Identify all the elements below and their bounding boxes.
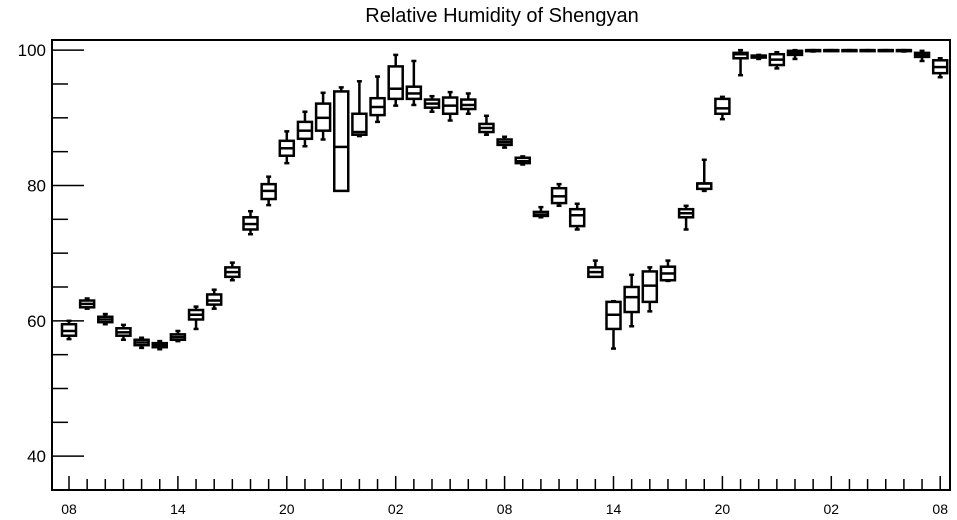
box-iqr [732,51,749,60]
box-item [841,48,858,53]
box-item [387,53,404,107]
box-item [895,48,913,53]
y-tick-label: 60 [27,312,46,331]
box-item [732,48,749,77]
box-item [696,158,713,193]
box-item [877,48,894,53]
box-item [750,53,767,61]
box-item [314,91,332,141]
box-item [568,202,586,231]
box-item [60,319,78,341]
box-item [242,209,259,236]
x-axis: 08 14 20 02 08 14 20 02 08 [61,476,948,517]
box-item [224,261,241,282]
y-axis: 40 60 80 100 [18,41,84,491]
box-item [296,110,314,148]
box-item [931,57,949,79]
y-tick-label: 100 [18,41,46,60]
x-tick-label: 08 [932,501,948,517]
box-item [423,94,441,113]
x-tick-label: 08 [61,501,77,517]
box-item [460,92,477,116]
x-tick-label: 20 [715,501,731,517]
box-item [260,175,277,207]
box-item [369,75,386,124]
x-tick-label: 14 [170,501,186,517]
box-item [478,114,495,136]
box-item [351,80,368,138]
box-iqr [714,97,731,116]
box-item [913,49,931,63]
x-tick-label: 14 [606,501,622,517]
box-item [823,48,840,53]
box-series [60,48,949,351]
box-item [587,259,604,279]
box-item [115,323,132,342]
box-item [441,90,459,122]
box-item [151,339,168,351]
box-iqr [351,112,368,136]
box-item [859,48,876,53]
x-tick-label: 02 [824,501,840,517]
box-item [205,288,223,310]
box-iqr [387,65,404,101]
box-iqr [333,90,350,193]
box-item [78,297,96,310]
box-item [804,48,822,53]
box-item [768,50,786,70]
box-item [532,205,550,219]
box-item [278,130,296,165]
box-item [97,312,114,326]
x-tick-label: 20 [279,501,295,517]
plot-area-frame [51,39,951,491]
box-item [405,59,423,107]
chart-title: Relative Humidity of Shengyan [365,5,638,27]
box-item [641,266,659,313]
x-tick-label: 02 [388,501,404,517]
box-iqr [568,207,586,228]
box-item [786,48,804,61]
box-item [514,155,531,166]
box-item [133,336,150,350]
box-item [187,305,205,331]
box-item [605,299,622,350]
box-item [496,135,513,149]
x-tick-label: 08 [497,501,513,517]
box-item [623,273,640,328]
y-tick-label: 80 [27,176,46,195]
box-item [333,86,350,193]
box-item [550,182,568,208]
box-item [714,95,731,121]
box-item [677,204,695,231]
box-iqr [623,285,640,314]
y-tick-label: 40 [27,447,46,466]
box-item [659,259,677,283]
box-item [169,329,187,343]
